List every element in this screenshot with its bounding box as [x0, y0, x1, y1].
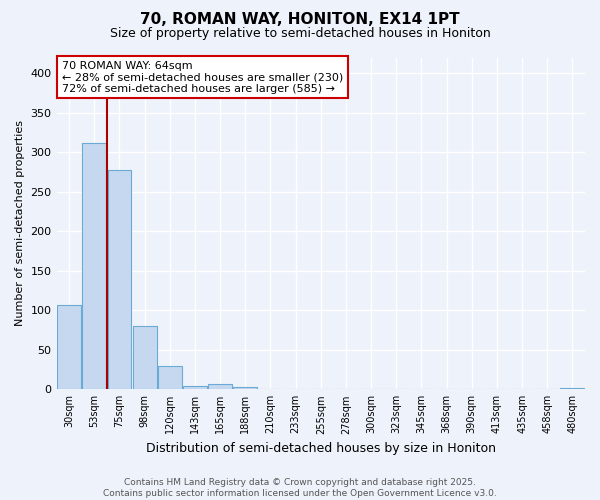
Text: 70 ROMAN WAY: 64sqm
← 28% of semi-detached houses are smaller (230)
72% of semi-: 70 ROMAN WAY: 64sqm ← 28% of semi-detach… — [62, 61, 343, 94]
Text: Size of property relative to semi-detached houses in Honiton: Size of property relative to semi-detach… — [110, 28, 490, 40]
Bar — [107, 170, 131, 390]
Text: 70, ROMAN WAY, HONITON, EX14 1PT: 70, ROMAN WAY, HONITON, EX14 1PT — [140, 12, 460, 28]
Bar — [560, 388, 584, 390]
Y-axis label: Number of semi-detached properties: Number of semi-detached properties — [15, 120, 25, 326]
Bar — [158, 366, 182, 390]
X-axis label: Distribution of semi-detached houses by size in Honiton: Distribution of semi-detached houses by … — [146, 442, 496, 455]
Bar — [133, 326, 157, 390]
Bar — [82, 143, 106, 390]
Bar — [208, 384, 232, 390]
Bar — [233, 387, 257, 390]
Bar — [183, 386, 207, 390]
Bar — [57, 305, 81, 390]
Text: Contains HM Land Registry data © Crown copyright and database right 2025.
Contai: Contains HM Land Registry data © Crown c… — [103, 478, 497, 498]
